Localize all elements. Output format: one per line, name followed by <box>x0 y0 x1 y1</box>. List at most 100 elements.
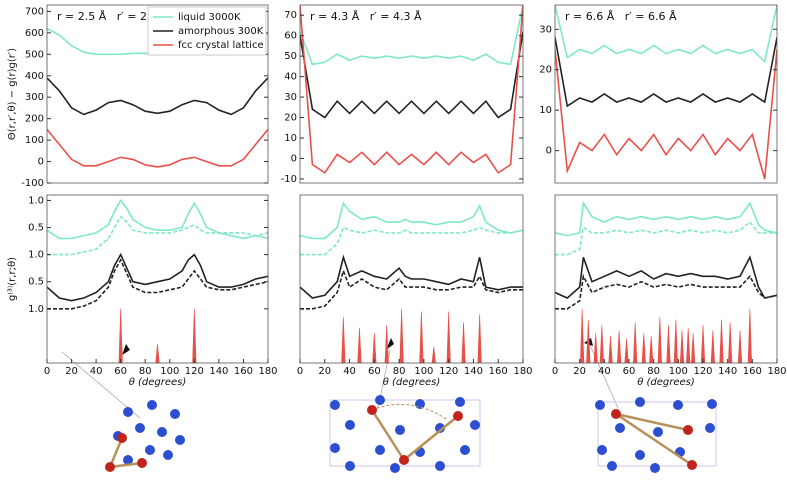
series-line <box>300 31 523 119</box>
x-tick-label: 120 <box>185 366 204 377</box>
spike <box>118 308 123 363</box>
spike <box>477 314 482 363</box>
series-line <box>47 77 268 116</box>
spike <box>633 322 638 363</box>
spike <box>372 333 377 363</box>
spike <box>580 308 585 363</box>
spike <box>593 333 598 363</box>
structure-1 <box>61 351 185 472</box>
axes-frame <box>46 194 269 364</box>
y-tick-label: 50 <box>284 51 297 62</box>
spike <box>608 335 613 363</box>
spike <box>747 308 752 363</box>
legend-label: fcc crystal lattice <box>178 40 264 51</box>
x-tick-label: 0 <box>44 366 50 377</box>
spike <box>384 325 389 363</box>
spike <box>461 322 466 363</box>
y-tick-label: 0.5 <box>28 223 44 234</box>
spike <box>192 308 197 363</box>
spike <box>155 344 160 363</box>
spike <box>691 333 696 363</box>
y-tick-label: 70 <box>284 10 297 21</box>
x-tick-label: 20 <box>318 366 331 377</box>
axes-frame <box>554 194 778 364</box>
series-line <box>47 258 268 310</box>
x-tick-label: 80 <box>393 366 406 377</box>
spike <box>700 325 706 363</box>
x-axis-label: θ (degrees) <box>129 377 187 388</box>
x-tick-label: 160 <box>489 366 508 377</box>
x-tick-label: 40 <box>343 366 356 377</box>
axes-frame <box>554 4 778 184</box>
x-axis-label: θ (degrees) <box>383 377 441 388</box>
y-axis-label: g⁽³⁾(r,r;θ) <box>7 257 18 301</box>
x-axis-label: θ (degrees) <box>637 377 695 388</box>
spike <box>686 327 691 363</box>
x-tick-label: 60 <box>114 366 127 377</box>
plot-area <box>300 201 523 363</box>
x-tick-label: 140 <box>464 366 483 377</box>
series-line <box>300 226 523 256</box>
y-tick-label: -100 <box>21 178 44 189</box>
series-line <box>555 5 777 64</box>
y-tick-label: 1.0 <box>28 195 44 206</box>
x-tick-label: 120 <box>693 366 712 377</box>
panel-annotation: r = 4.3 Å r′ = 4.3 Å <box>310 10 422 23</box>
x-tick-label: 40 <box>90 366 103 377</box>
y-tick-label: 200 <box>25 114 44 125</box>
plot-area <box>555 5 777 180</box>
spike <box>737 330 743 363</box>
x-tick-label: 20 <box>65 366 78 377</box>
y-tick-label: 20 <box>539 65 552 76</box>
series-line <box>555 37 777 108</box>
y-tick-label: 10 <box>284 133 297 144</box>
series-line <box>47 215 268 256</box>
x-tick-label: 180 <box>258 366 277 377</box>
x-tick-label: 80 <box>647 366 660 377</box>
y-tick-label: 10 <box>539 105 552 116</box>
x-tick-label: 100 <box>669 366 688 377</box>
x-tick-label: 140 <box>718 366 737 377</box>
legend-label: liquid 3000K <box>178 12 241 23</box>
spike <box>431 346 436 363</box>
x-tick-label: 60 <box>368 366 381 377</box>
axes-frame <box>46 4 269 184</box>
x-tick-label: 160 <box>743 366 762 377</box>
x-tick-label: 100 <box>414 366 433 377</box>
spike <box>399 308 404 363</box>
series-line <box>47 198 268 240</box>
y-tick-label: 500 <box>25 49 44 60</box>
structure-3 <box>589 344 717 473</box>
y-tick-label: 30 <box>539 24 552 35</box>
x-tick-label: 120 <box>439 366 458 377</box>
spike <box>710 330 715 363</box>
series-line <box>555 273 777 310</box>
y-axis-label: Θ(r,r′,θ) − g(r)g(r′) <box>7 48 18 140</box>
panel-annotation: r = 2.5 Å r′ = 2.5 <box>57 10 157 23</box>
y-tick-label: 40 <box>284 72 297 83</box>
x-tick-label: 140 <box>209 366 228 377</box>
structure-illustrations <box>61 344 717 473</box>
x-tick-label: 80 <box>139 366 152 377</box>
spike <box>728 322 733 363</box>
y-tick-label: 300 <box>25 92 44 103</box>
spike <box>673 319 678 363</box>
x-tick-label: 160 <box>234 366 253 377</box>
x-tick-label: 100 <box>160 366 179 377</box>
spike <box>719 319 724 363</box>
y-tick-label: 20 <box>284 113 297 124</box>
axes-frame <box>299 4 524 184</box>
spike <box>599 325 604 363</box>
axes-frame <box>299 194 524 364</box>
series-line <box>47 252 268 302</box>
spike <box>641 333 646 363</box>
x-tick-label: 40 <box>598 366 611 377</box>
spike <box>679 330 685 363</box>
legend-label: amorphous 300K <box>178 26 264 37</box>
spike <box>617 330 622 363</box>
y-tick-label: 0 <box>38 157 44 168</box>
y-tick-label: 600 <box>25 28 44 39</box>
plot-area <box>300 5 523 174</box>
spike <box>419 311 424 363</box>
